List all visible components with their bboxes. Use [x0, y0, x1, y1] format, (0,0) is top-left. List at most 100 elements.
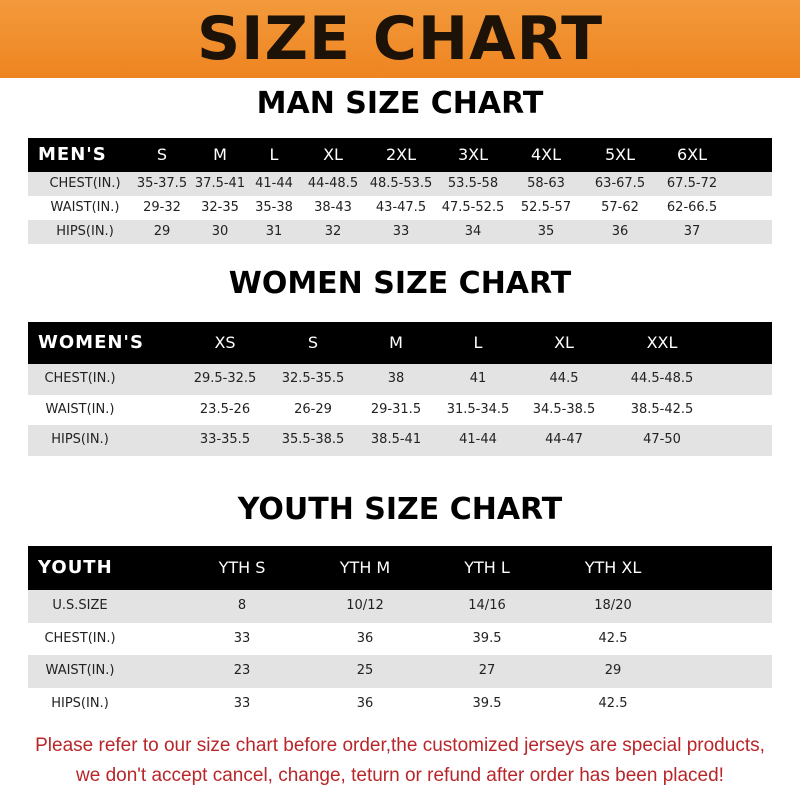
- cell: 36: [356, 630, 374, 646]
- header-cell: S: [156, 145, 168, 164]
- note: Please refer to our size chart before or…: [35, 735, 765, 756]
- cell: 63-67.5: [594, 176, 646, 191]
- header-cell: YTH S: [218, 558, 266, 577]
- cell: 37.5-41: [194, 176, 246, 191]
- header-cell: MEN'S: [38, 144, 107, 165]
- cell: 41-44: [255, 176, 293, 191]
- cell: 30: [211, 224, 229, 239]
- cell: WAIST(IN.): [50, 200, 120, 215]
- cell: 27: [478, 663, 496, 679]
- header-cell: YTH M: [339, 558, 391, 577]
- header-cell: L: [269, 145, 279, 164]
- header-cell: XL: [323, 145, 343, 164]
- header-cell: XS: [214, 333, 236, 352]
- cell: 36: [356, 695, 374, 711]
- cell: 39.5: [472, 630, 502, 646]
- cell: 33-35.5: [199, 432, 251, 448]
- cell: 29.5-32.5: [193, 371, 257, 387]
- header-cell: XXL: [646, 333, 678, 352]
- cell: U.S.SIZE: [52, 598, 108, 614]
- cell: CHEST(IN.): [44, 371, 116, 387]
- table-header: WOMEN'S XS S M L XL XXL: [28, 322, 772, 364]
- header-cell: 4XL: [530, 145, 562, 164]
- cell: 31: [265, 224, 283, 239]
- cell: 38: [387, 371, 405, 387]
- cell: 53.5-58: [447, 176, 499, 191]
- cell: HIPS(IN.): [51, 432, 109, 448]
- cell: 36: [611, 224, 629, 239]
- table-row: HIPS(IN.) 29 30 31 32 33 34 35 36 37: [28, 220, 772, 244]
- cell: 35.5-38.5: [281, 432, 345, 448]
- cell: 29-31.5: [370, 401, 422, 417]
- table-title: MAN SIZE CHART: [256, 86, 544, 121]
- banner: SIZE CHART: [0, 0, 800, 78]
- cell: HIPS(IN.): [56, 224, 114, 239]
- header-cell: XL: [554, 333, 574, 352]
- header-cell: M: [389, 333, 403, 352]
- cell: 44-48.5: [307, 176, 359, 191]
- cell: 38.5-42.5: [630, 401, 694, 417]
- cell: 44.5: [549, 371, 579, 387]
- cell: 14/16: [468, 598, 506, 614]
- cell: 35: [537, 224, 555, 239]
- table-row: WAIST(IN.) 23 25 27 29: [28, 655, 772, 688]
- cell: 32: [324, 224, 342, 239]
- cell: 33: [233, 695, 251, 711]
- cell: 29: [153, 224, 171, 239]
- cell: 47.5-52.5: [441, 200, 505, 215]
- table-header: YOUTH YTH S YTH M YTH L YTH XL: [28, 546, 772, 590]
- cell: 43-47.5: [375, 200, 427, 215]
- cell: WAIST(IN.): [45, 663, 115, 679]
- cell: 42.5: [598, 630, 628, 646]
- table-row: CHEST(IN.) 29.5-32.5 32.5-35.5 38 41 44.5 44.5…: [28, 364, 772, 395]
- header-cell: L: [473, 333, 483, 352]
- table-row: U.S.SIZE 8 10/12 14/16 18/20: [28, 590, 772, 623]
- cell: 29: [604, 663, 622, 679]
- header-cell: YTH L: [464, 558, 510, 577]
- cell: 32.5-35.5: [281, 371, 345, 387]
- cell: 34: [464, 224, 482, 239]
- cell: 38.5-41: [370, 432, 422, 448]
- header-cell: 5XL: [604, 145, 636, 164]
- cell: 52.5-57: [520, 200, 572, 215]
- header-cell: S: [307, 333, 319, 352]
- table-row: CHEST(IN.) 33 36 39.5 42.5: [28, 623, 772, 656]
- cell: 58-63: [527, 176, 565, 191]
- cell: 33: [392, 224, 410, 239]
- header-cell: YTH XL: [584, 558, 642, 577]
- cell: 42.5: [598, 695, 628, 711]
- cell: 67.5-72: [666, 176, 718, 191]
- cell: 44.5-48.5: [630, 371, 694, 387]
- table-row: HIPS(IN.) 33-35.5 35.5-38.5 38.5-41 41-44 44-…: [28, 425, 772, 456]
- note: we don't accept cancel, change, teturn o…: [76, 765, 724, 786]
- cell: 23: [233, 663, 251, 679]
- header-cell: WOMEN'S: [38, 332, 144, 353]
- header-cell: 6XL: [676, 145, 708, 164]
- cell: WAIST(IN.): [45, 401, 115, 417]
- cell: HIPS(IN.): [51, 695, 109, 711]
- cell: 33: [233, 630, 251, 646]
- cell: 18/20: [594, 598, 632, 614]
- cell: 10/12: [346, 598, 384, 614]
- table-row: WAIST(IN.) 23.5-26 26-29 29-31.5 31.5-34.5 34…: [28, 395, 772, 426]
- cell: 32-35: [201, 200, 239, 215]
- cell: 23.5-26: [199, 401, 251, 417]
- cell: 34.5-38.5: [532, 401, 596, 417]
- cell: 48.5-53.5: [369, 176, 433, 191]
- cell: 35-38: [255, 200, 293, 215]
- header-cell: M: [213, 145, 227, 164]
- table-header: MEN'S S M L XL 2XL 3XL 4XL 5XL 6XL: [28, 138, 772, 172]
- cell: 44-47: [545, 432, 583, 448]
- title: SIZE CHART: [196, 4, 604, 74]
- cell: 38-43: [314, 200, 352, 215]
- cell: 8: [237, 598, 247, 614]
- cell: 25: [356, 663, 374, 679]
- cell: 37: [683, 224, 701, 239]
- cell: 31.5-34.5: [446, 401, 510, 417]
- cell: 41: [469, 371, 487, 387]
- table-title: WOMEN SIZE CHART: [228, 266, 572, 301]
- cell: 39.5: [472, 695, 502, 711]
- cell: CHEST(IN.): [44, 630, 116, 646]
- cell: 41-44: [459, 432, 497, 448]
